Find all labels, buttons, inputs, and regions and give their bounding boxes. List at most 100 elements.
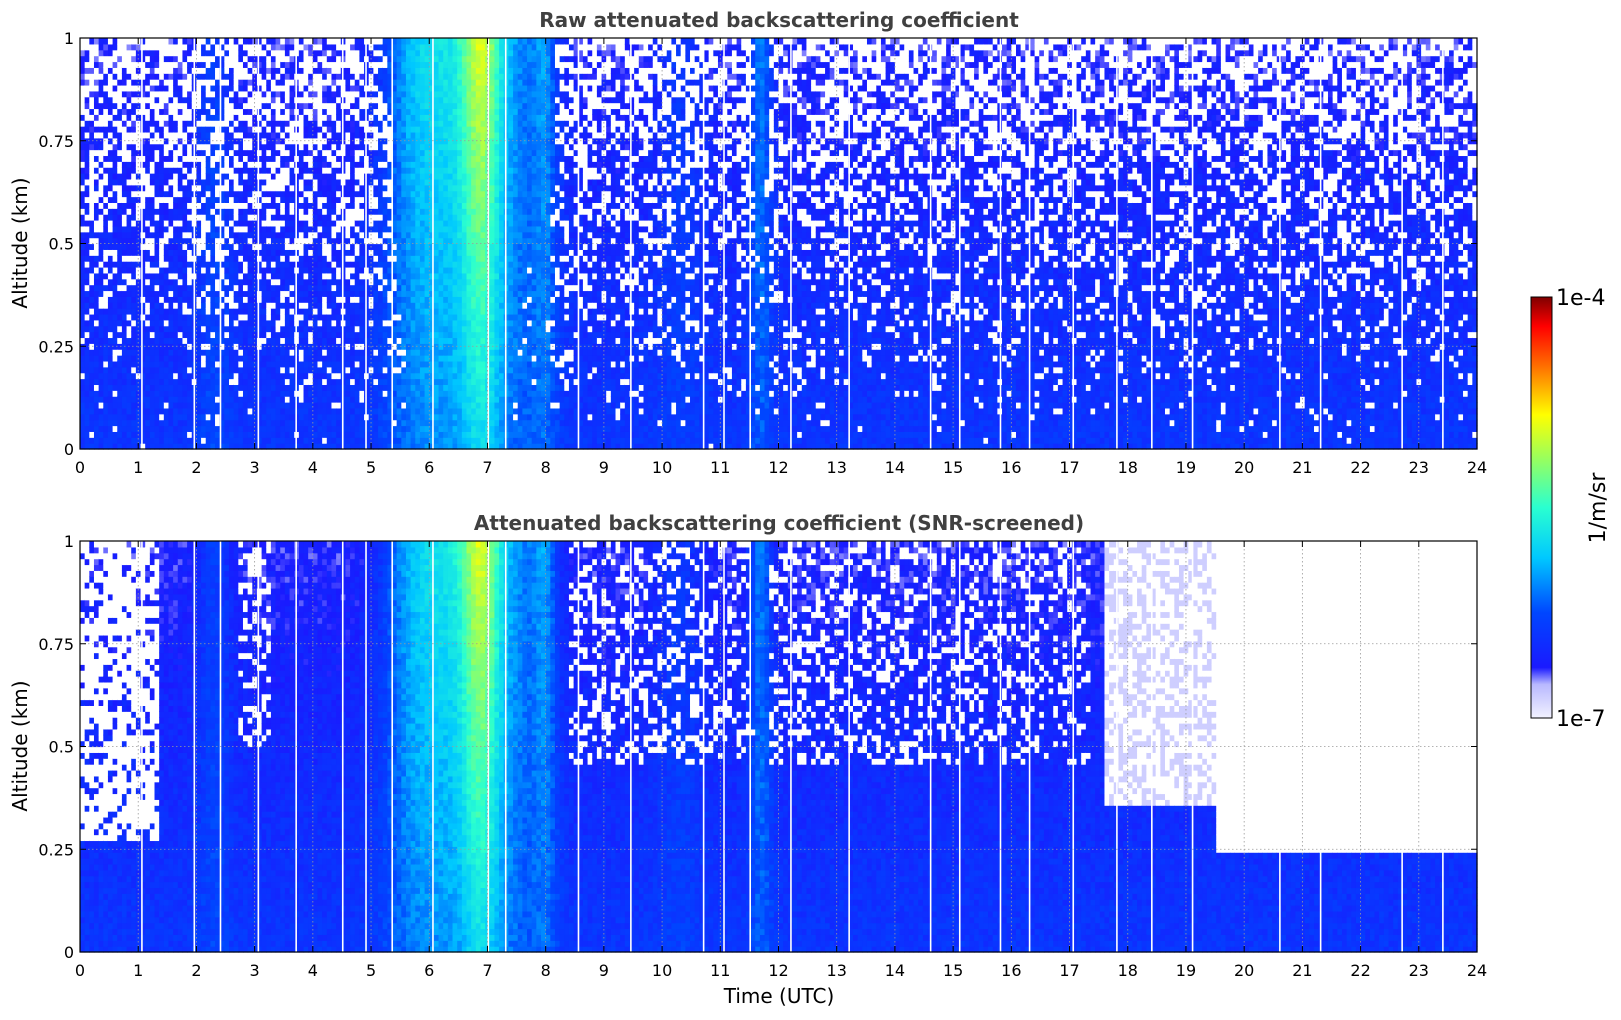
heatmap-cell xyxy=(127,161,132,167)
heatmap-cell xyxy=(262,296,267,302)
heatmap-cell xyxy=(290,373,295,379)
heatmap-cell xyxy=(196,61,201,67)
heatmap-cell xyxy=(280,349,285,355)
heatmap-cell xyxy=(80,420,85,426)
heatmap-cell xyxy=(238,326,243,332)
heatmap-cell xyxy=(113,85,118,91)
heatmap-cell xyxy=(201,44,206,50)
heatmap-cell xyxy=(178,302,183,308)
heatmap-cell xyxy=(238,408,243,414)
heatmap-cell xyxy=(127,120,132,126)
heatmap-cell xyxy=(248,244,253,250)
heatmap-cell xyxy=(168,249,173,255)
heatmap-cell xyxy=(224,50,229,56)
heatmap-cell xyxy=(317,85,322,91)
heatmap-cell xyxy=(155,226,160,232)
heatmap-cell xyxy=(150,384,155,390)
heatmap-cell xyxy=(266,114,271,120)
heatmap-cell xyxy=(238,285,243,291)
heatmap-cell xyxy=(164,103,169,109)
heatmap-cell xyxy=(164,202,169,208)
heatmap-cell xyxy=(206,249,211,255)
heatmap-cell xyxy=(304,408,309,414)
heatmap-cell xyxy=(127,132,132,138)
heatmap-cell xyxy=(317,290,322,296)
heatmap-cell xyxy=(345,50,350,56)
heatmap-cell xyxy=(113,355,118,361)
heatmap-cell xyxy=(350,144,355,150)
heatmap-cell xyxy=(80,437,85,443)
heatmap-cell xyxy=(89,138,94,144)
heatmap-cell xyxy=(182,349,187,355)
heatmap-cell xyxy=(182,373,187,379)
heatmap-cell xyxy=(290,349,295,355)
heatmap-cell xyxy=(229,114,234,120)
heatmap-cell xyxy=(238,296,243,302)
heatmap-cell xyxy=(336,150,341,156)
heatmap-cell xyxy=(331,261,336,267)
heatmap-cell xyxy=(322,279,327,285)
heatmap-cell xyxy=(155,179,160,185)
heatmap-cell xyxy=(336,279,341,285)
heatmap-cell xyxy=(317,179,322,185)
heatmap-cell xyxy=(150,214,155,220)
heatmap-cell xyxy=(80,197,85,203)
heatmap-cell xyxy=(224,179,229,185)
heatmap-cell xyxy=(350,332,355,338)
heatmap-cell xyxy=(159,79,164,85)
heatmap-cell xyxy=(150,402,155,408)
heatmap-cell xyxy=(159,332,164,338)
heatmap-cell xyxy=(85,79,90,85)
heatmap-cell xyxy=(308,279,313,285)
heatmap-cell xyxy=(168,414,173,420)
heatmap-cell xyxy=(182,50,187,56)
heatmap-cell xyxy=(299,302,304,308)
heatmap-cell xyxy=(313,426,318,432)
heatmap-cell xyxy=(313,367,318,373)
heatmap-cell xyxy=(304,150,309,156)
heatmap-cell xyxy=(285,420,290,426)
heatmap-cell xyxy=(229,132,234,138)
heatmap-cell xyxy=(201,296,206,302)
heatmap-cell xyxy=(127,202,132,208)
heatmap-cell xyxy=(182,255,187,261)
heatmap-cell xyxy=(131,173,136,179)
heatmap-cell xyxy=(117,367,122,373)
heatmap-cell xyxy=(150,420,155,426)
heatmap-cell xyxy=(94,349,99,355)
heatmap-cell xyxy=(355,56,360,62)
heatmap-cell xyxy=(345,431,350,437)
heatmap-cell xyxy=(85,120,90,126)
heatmap-cell xyxy=(80,173,85,179)
heatmap-cell xyxy=(238,132,243,138)
heatmap-cell xyxy=(159,120,164,126)
heatmap-cell xyxy=(345,408,350,414)
heatmap-cell xyxy=(290,261,295,267)
heatmap-cell xyxy=(317,38,322,44)
heatmap-cell xyxy=(113,61,118,67)
heatmap-cell xyxy=(243,302,248,308)
heatmap-cell xyxy=(178,108,183,114)
heatmap-cell xyxy=(155,114,160,120)
heatmap-cell xyxy=(266,226,271,232)
heatmap-cell xyxy=(131,273,136,279)
heatmap-cell xyxy=(313,79,318,85)
heatmap-cell xyxy=(168,285,173,291)
heatmap-cell xyxy=(280,97,285,103)
heatmap-cell xyxy=(238,202,243,208)
heatmap-cell xyxy=(155,85,160,91)
heatmap-cell xyxy=(131,61,136,67)
heatmap-cell xyxy=(150,414,155,420)
heatmap-cell xyxy=(327,67,332,73)
heatmap-cell xyxy=(350,167,355,173)
heatmap-cell xyxy=(145,349,150,355)
heatmap-cell xyxy=(206,384,211,390)
heatmap-cell xyxy=(215,326,220,332)
heatmap-cell xyxy=(238,67,243,73)
heatmap-cell xyxy=(252,191,257,197)
heatmap-cell xyxy=(117,249,122,255)
heatmap-cell xyxy=(80,267,85,273)
heatmap-cell xyxy=(168,220,173,226)
heatmap-cell xyxy=(238,379,243,385)
heatmap-cell xyxy=(201,426,206,432)
